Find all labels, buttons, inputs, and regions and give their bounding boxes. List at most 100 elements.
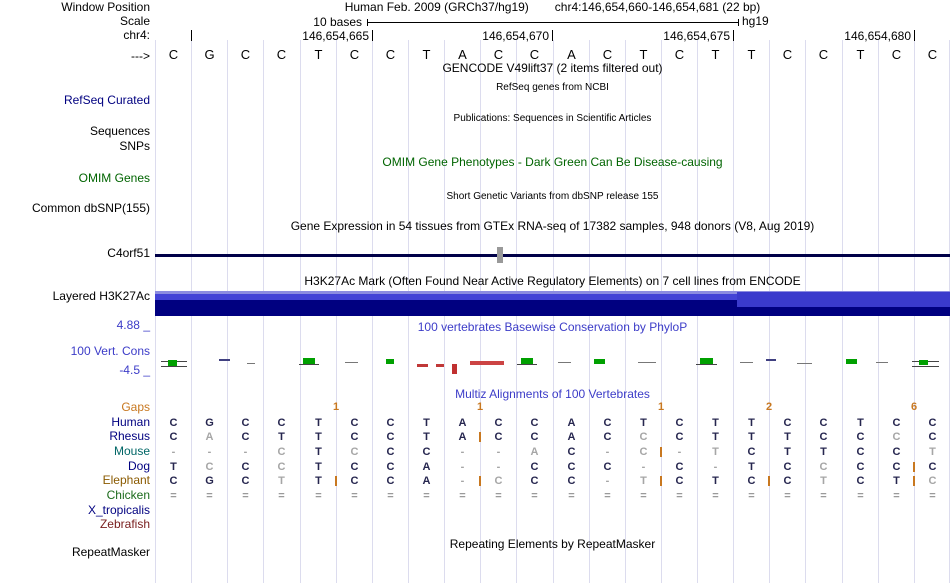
alignment-base: C: [386, 417, 395, 429]
alignment-base: G: [205, 475, 214, 487]
conservation-mark: [386, 359, 394, 364]
ruler-tick: [191, 30, 192, 41]
genome-version: hg19: [742, 14, 769, 28]
sequence-base: T: [314, 47, 323, 62]
alignment-base: C: [530, 461, 539, 473]
track-title-h3k27ac[interactable]: H3K27Ac Mark (Often Found Near Active Re…: [304, 274, 801, 288]
alignment-base: =: [387, 490, 394, 502]
species-label-x_tropicalis[interactable]: X_tropicalis: [87, 503, 150, 517]
insertion-marker: [768, 476, 770, 486]
alignment-base: =: [568, 490, 575, 502]
sequence-base: C: [168, 47, 179, 62]
h3k27ac-layer: [737, 292, 950, 307]
species-label-gaps[interactable]: Gaps: [121, 400, 150, 414]
insertion-marker: [479, 432, 481, 442]
conservation-mark: [696, 364, 717, 365]
alignment-base: =: [206, 490, 213, 502]
track-title-gtex[interactable]: Gene Expression in 54 tissues from GTEx …: [290, 219, 815, 233]
sequence-base: G: [204, 47, 215, 62]
track-label-repeatmasker[interactable]: RepeatMasker: [71, 545, 150, 559]
conservation-mark: [517, 364, 537, 365]
alignment-base: C: [856, 475, 865, 487]
alignment-base: C: [530, 475, 539, 487]
track-label-common-dbsnp[interactable]: Common dbSNP(155): [31, 201, 150, 215]
ruler-tick: [372, 30, 373, 41]
species-label-chicken[interactable]: Chicken: [106, 488, 150, 502]
alignment-base: C: [494, 475, 503, 487]
track-title-publications[interactable]: Publications: Sequences in Scientific Ar…: [453, 113, 652, 124]
sequence-base: C: [782, 47, 793, 62]
track-title-gencode[interactable]: GENCODE V49lift37 (2 items filtered out): [442, 61, 663, 75]
alignment-base: A: [458, 431, 467, 443]
track-label-refseq-curated[interactable]: RefSeq Curated: [63, 93, 150, 107]
species-label-zebrafish[interactable]: Zebrafish: [99, 517, 150, 531]
species-label-mouse[interactable]: Mouse: [113, 444, 150, 458]
alignment-base: C: [567, 475, 576, 487]
sequence-base: C: [349, 47, 360, 62]
conservation-mark: [299, 364, 319, 365]
sequence-base: T: [711, 47, 720, 62]
alignment-base: C: [892, 431, 901, 443]
sequence-base: A: [458, 47, 467, 62]
alignment-base: T: [315, 461, 322, 473]
alignment-base: A: [422, 461, 431, 473]
alignment-base: C: [241, 431, 250, 443]
sequence-base: C: [674, 47, 685, 62]
alignment-base: T: [315, 417, 322, 429]
species-label-rhesus[interactable]: Rhesus: [109, 429, 150, 443]
alignment-base: -: [641, 461, 646, 473]
alignment-base: C: [350, 431, 359, 443]
ruler-coordinate: 146,654,670: [482, 29, 549, 43]
track-title-omim[interactable]: OMIM Gene Phenotypes - Dark Green Can Be…: [382, 155, 723, 169]
alignment-base: C: [169, 475, 178, 487]
species-label-human[interactable]: Human: [111, 415, 150, 429]
alignment-base: T: [640, 417, 647, 429]
strand-arrow-label: --->: [131, 49, 150, 63]
gene-track-item: [155, 254, 950, 257]
alignment-base: =: [278, 490, 285, 502]
alignment-base: A: [567, 417, 576, 429]
track-label-c4orf51[interactable]: C4orf51: [107, 246, 150, 260]
track-label-sequences[interactable]: Sequences: [89, 124, 150, 138]
ruler-coordinate: 146,654,665: [302, 29, 369, 43]
track-label-snps[interactable]: SNPs: [119, 139, 150, 153]
alignment-base: C: [567, 461, 576, 473]
sequence-base: A: [567, 47, 576, 62]
alignment-base: T: [784, 431, 791, 443]
track-title-dbsnp[interactable]: Short Genetic Variants from dbSNP releas…: [446, 191, 659, 202]
track-label-100-vert-cons[interactable]: 100 Vert. Cons: [70, 344, 150, 358]
alignment-base: C: [169, 431, 178, 443]
alignment-base: C: [747, 475, 756, 487]
species-label-elephant[interactable]: Elephant: [102, 473, 150, 487]
track-title-repeatmasker[interactable]: Repeating Elements by RepeatMasker: [449, 537, 656, 551]
alignment-base: A: [422, 475, 431, 487]
conservation-mark: [417, 364, 428, 367]
alignment-base: T: [748, 461, 755, 473]
conservation-mark: [740, 362, 753, 363]
species-label-dog[interactable]: Dog: [127, 459, 150, 473]
alignment-base: C: [241, 475, 250, 487]
alignment-base: C: [747, 446, 756, 458]
alignment-base: C: [819, 461, 828, 473]
alignment-base: T: [423, 431, 430, 443]
alignment-base: C: [639, 446, 648, 458]
sequence-base: C: [529, 47, 540, 62]
insertion-marker: [660, 476, 662, 486]
track-title-multiz[interactable]: Multiz Alignments of 100 Vertebrates: [455, 387, 650, 401]
sequence-base: C: [891, 47, 902, 62]
alignment-base: G: [205, 417, 214, 429]
scale-label: Scale: [119, 14, 150, 28]
track-label-omim-genes[interactable]: OMIM Genes: [78, 171, 150, 185]
alignment-base: T: [712, 431, 719, 443]
track-title-phylop[interactable]: 100 vertebrates Basewise Conservation by…: [417, 320, 688, 334]
scale-value: 10 bases: [313, 15, 362, 29]
alignment-base: -: [207, 446, 212, 458]
alignment-base: C: [783, 417, 792, 429]
track-label-layered-h3k27ac[interactable]: Layered H3K27Ac: [52, 289, 150, 303]
alignment-base: C: [205, 461, 214, 473]
conservation-mark: [912, 366, 939, 367]
alignment-base: A: [458, 417, 467, 429]
alignment-base: -: [496, 461, 501, 473]
track-title-refseq[interactable]: RefSeq genes from NCBI: [496, 82, 609, 93]
alignment-base: =: [170, 490, 177, 502]
